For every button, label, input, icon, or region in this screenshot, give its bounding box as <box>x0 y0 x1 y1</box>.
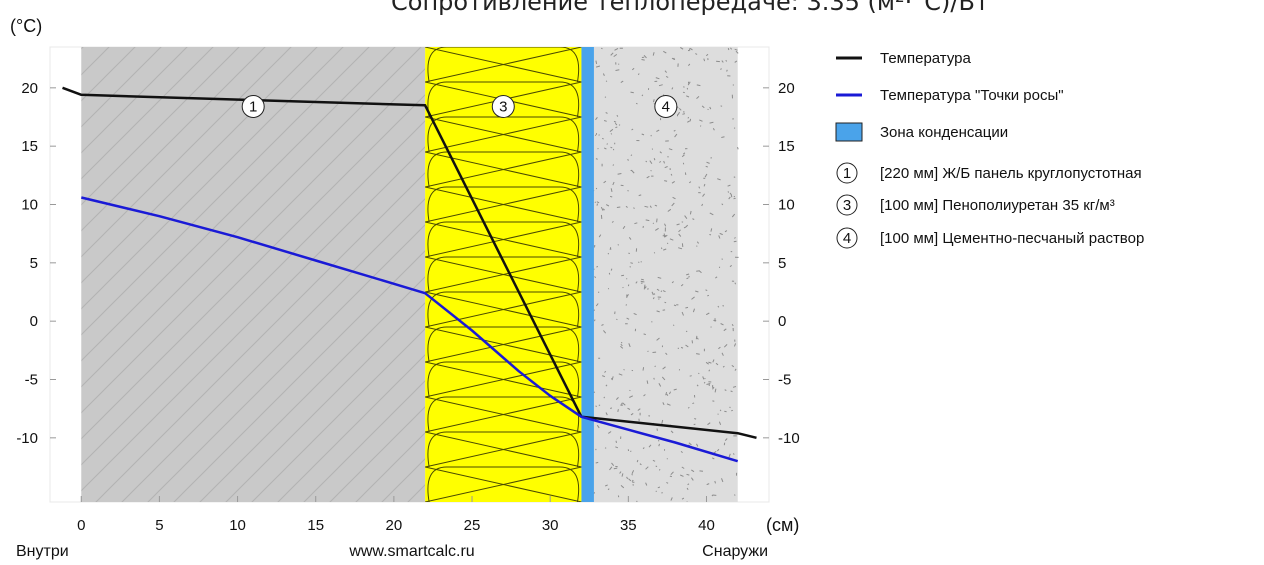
axis-ticks <box>50 87 769 502</box>
y-tick-label-left: 15 <box>21 138 38 155</box>
legend-marker-number: 4 <box>843 230 851 247</box>
series <box>62 86 757 463</box>
footer-inside-label: Внутри <box>16 543 69 560</box>
y-tick-label-left: -10 <box>16 430 38 447</box>
legend: Температура Температура "Точки росы" Зона … <box>835 50 1144 249</box>
y-tick-label-right: 15 <box>778 138 795 155</box>
legend-item-label: [100 мм] Пенополиуретан 35 кг/м³ <box>880 197 1115 214</box>
chart-title: Сопротивление теплопередаче: 3.35 (м²·°С… <box>391 0 989 16</box>
y-tick-label-left: 0 <box>30 313 38 330</box>
layers <box>81 47 739 502</box>
tick-labels: 20 20 15 15 10 10 5 5 0 0 -5 -5 -10 -10 0 5 10 15 20 25 30 35… <box>16 80 799 534</box>
y-tick-label-right: -10 <box>778 430 800 447</box>
y-tick-label-left: 10 <box>21 197 38 214</box>
x-tick-label: 0 <box>77 517 85 534</box>
y-tick-label-right: 5 <box>778 255 786 272</box>
x-tick-label: 10 <box>229 517 246 534</box>
x-tick-label: 5 <box>155 517 163 534</box>
layer-3-marker-label: 3 <box>499 99 507 116</box>
layer-markers: 1 3 4 <box>241 95 678 118</box>
x-tick-label: 30 <box>542 517 559 534</box>
y-tick-label-right: 10 <box>778 197 795 214</box>
legend-item-label: Температура "Точки росы" <box>880 87 1064 104</box>
x-tick-label: 25 <box>464 517 481 534</box>
legend-item-label: Зона конденсации <box>880 124 1008 141</box>
legend-marker-number: 3 <box>843 197 851 214</box>
x-tick-label: 40 <box>698 517 715 534</box>
legend-marker-circle <box>836 194 858 216</box>
layer-1-marker <box>241 95 265 118</box>
x-tick-label: 20 <box>386 517 403 534</box>
x-tick-label: 35 <box>620 517 637 534</box>
y-tick-label-left: -5 <box>25 372 38 389</box>
legend-marker-number: 1 <box>843 165 851 182</box>
footer-website-label: www.smartcalc.ru <box>348 543 474 560</box>
y-tick-label-right: 0 <box>778 313 786 330</box>
legend-swatch-box <box>835 122 863 142</box>
y-tick-label-left: 5 <box>30 255 38 272</box>
x-unit-label: (см) <box>766 515 799 535</box>
x-tick-label: 15 <box>307 517 324 534</box>
footer-outside-label: Снаружи <box>702 543 768 560</box>
layer-4-speckle <box>592 47 739 502</box>
legend-item-label: [220 мм] Ж/Б панель круглопустотная <box>880 165 1142 182</box>
y-tick-label-right: -5 <box>778 372 791 389</box>
legend-marker-circle <box>836 227 858 249</box>
layer-4-marker-label: 4 <box>662 99 670 116</box>
layer-3-marker <box>491 95 515 118</box>
y-tick-label-left: 20 <box>21 80 38 97</box>
legend-marker-circle <box>836 162 858 184</box>
y-unit-label: (°C) <box>10 16 42 36</box>
legend-item-label: Температура <box>880 50 972 67</box>
condensation-zone <box>581 47 594 502</box>
layer-1-fill <box>81 47 426 502</box>
legend-item-label: [100 мм] Цементно-песчаный раствор <box>880 230 1144 247</box>
temperature-line <box>62 86 757 440</box>
dew-point-line <box>81 196 739 463</box>
layer-1-marker-label: 1 <box>249 99 257 116</box>
y-tick-label-right: 20 <box>778 80 795 97</box>
layer-4-marker <box>654 95 678 118</box>
